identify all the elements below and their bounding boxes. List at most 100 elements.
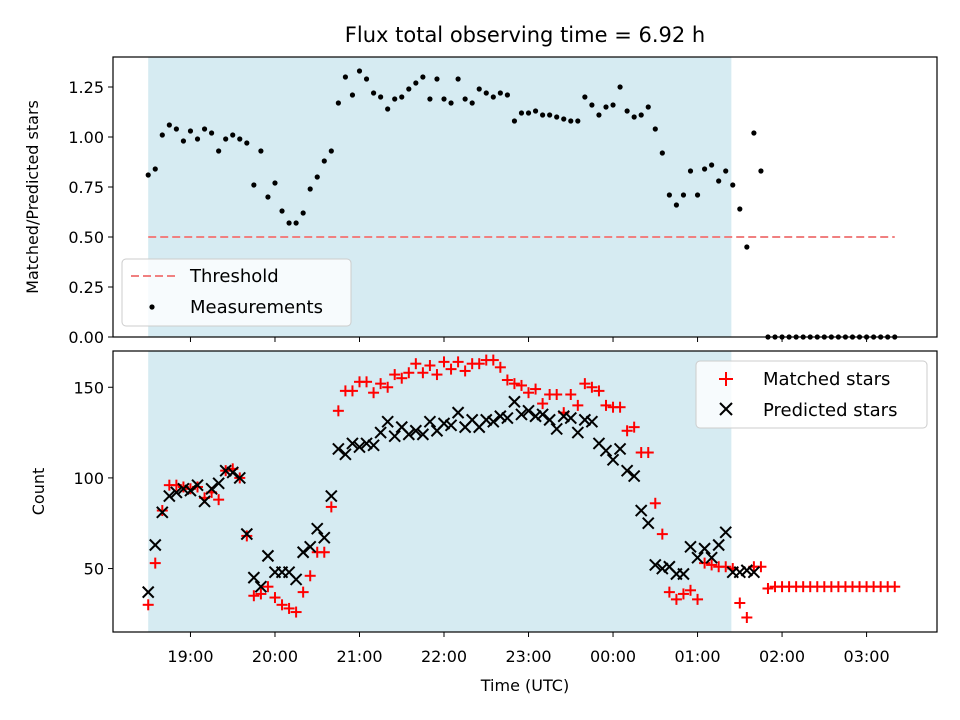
matched-star-point — [417, 367, 429, 379]
matched-star-point — [262, 581, 274, 593]
predicted-star-point — [163, 489, 176, 503]
measurement-point — [159, 132, 165, 138]
measurement-point — [300, 210, 306, 216]
matched-star-point — [551, 389, 563, 401]
predicted-star-points — [142, 395, 761, 599]
count-plot-frame — [112, 350, 938, 633]
matched-star-point — [523, 387, 535, 399]
predicted-star-point — [318, 531, 331, 544]
matched-star-point — [508, 378, 520, 390]
observing-window-shade — [148, 351, 732, 632]
predicted-star-point — [360, 437, 373, 450]
predicted-star-point — [233, 471, 246, 485]
count-panel: 50 100 150 19:00 20:00 21:00 22:00 23:00 00:00 0… — [29, 350, 938, 695]
predicted-star-point — [437, 417, 451, 430]
matched-star-point — [459, 365, 471, 377]
measurement-point — [427, 96, 433, 102]
measurement-point — [659, 150, 665, 156]
x-tick-label: 01:00 — [674, 647, 720, 666]
predicted-star-point — [494, 410, 507, 423]
matched-star-point — [304, 570, 316, 582]
measurement-point — [370, 90, 377, 96]
measurement-point — [356, 68, 363, 74]
predicted-star-point — [642, 517, 655, 530]
predicted-star-point — [303, 540, 317, 554]
predicted-star-point — [296, 546, 310, 559]
x-tick-label: 02:00 — [759, 647, 805, 666]
predicted-star-point — [339, 448, 352, 461]
predicted-star-point — [142, 585, 155, 599]
predicted-star-point — [212, 477, 225, 490]
x-axis-label: Time (UTC) — [480, 676, 569, 695]
predicted-star-point — [240, 527, 254, 541]
predicted-star-point — [627, 469, 641, 483]
predicted-star-point — [205, 482, 218, 495]
y-tick-label: 100 — [73, 469, 104, 488]
ratio-legend: Threshold Measurements — [121, 258, 352, 327]
measurement-point — [645, 104, 651, 110]
predicted-star-point — [332, 442, 345, 456]
predicted-star-point — [747, 565, 761, 579]
predicted-star-point — [705, 551, 718, 564]
y-tick-label: 0.75 — [68, 178, 104, 197]
matched-star-point — [621, 425, 633, 437]
matched-star-point — [431, 369, 443, 381]
matched-star-point — [473, 358, 485, 370]
measurement-point — [758, 168, 764, 174]
matched-star-point — [297, 586, 309, 598]
matched-star-point — [255, 588, 267, 600]
matched-star-point — [452, 356, 464, 368]
predicted-star-point — [529, 410, 542, 423]
measurement-point — [328, 148, 334, 154]
x-tick-label: 20:00 — [252, 647, 298, 666]
measurement-point — [258, 148, 264, 154]
measurement-points — [145, 68, 898, 340]
matched-star-point — [565, 389, 577, 401]
measurement-point — [314, 174, 320, 180]
measurement-point — [293, 220, 299, 226]
measurement-point — [286, 220, 292, 226]
measurement-point — [673, 202, 680, 208]
threshold-legend-label: Threshold — [189, 266, 279, 287]
measurement-point — [596, 112, 602, 118]
measurement-point — [680, 192, 687, 198]
predicted-star-point — [543, 413, 556, 427]
measurement-point — [483, 90, 489, 96]
measurement-point — [716, 178, 722, 184]
measurement-point — [666, 192, 672, 198]
measurement-point — [223, 136, 229, 142]
measurement-point — [201, 126, 208, 132]
predicted-star-point — [677, 567, 690, 581]
predicted-star-point — [170, 486, 183, 499]
measurement-point — [547, 112, 553, 118]
measurement-point — [272, 180, 278, 186]
predicted-star-point — [620, 464, 634, 477]
predicted-star-point — [381, 415, 394, 428]
predicted-star-point — [571, 426, 585, 439]
predicted-star-point — [578, 413, 592, 427]
measurement-point — [406, 86, 412, 92]
measurement-point — [335, 100, 341, 106]
measurement-point — [244, 140, 250, 146]
matched-star-point — [699, 557, 711, 569]
measurement-point — [378, 94, 384, 100]
y-tick-label: 0.50 — [68, 228, 104, 247]
measurement-point — [208, 130, 215, 136]
predicted-star-point — [550, 422, 563, 436]
measurement-point — [448, 100, 454, 106]
matched-star-point — [537, 398, 549, 410]
measurement-point — [701, 166, 708, 172]
predicted-star-point — [733, 565, 747, 579]
matched-star-point — [290, 606, 302, 618]
matched-star-point — [670, 593, 682, 605]
matched-star-point — [628, 421, 640, 433]
predicted-star-point — [416, 428, 430, 441]
predicted-star-point — [254, 580, 268, 593]
count-x-axis: 19:00 20:00 21:00 22:00 23:00 00:00 01:00 02:00… — [167, 632, 890, 666]
measurement-point — [490, 94, 496, 100]
measurement-point — [180, 138, 187, 144]
measurement-point — [518, 110, 525, 116]
matched-star-point — [579, 378, 591, 390]
matched-star-point — [276, 599, 288, 611]
measurement-point — [152, 166, 158, 172]
